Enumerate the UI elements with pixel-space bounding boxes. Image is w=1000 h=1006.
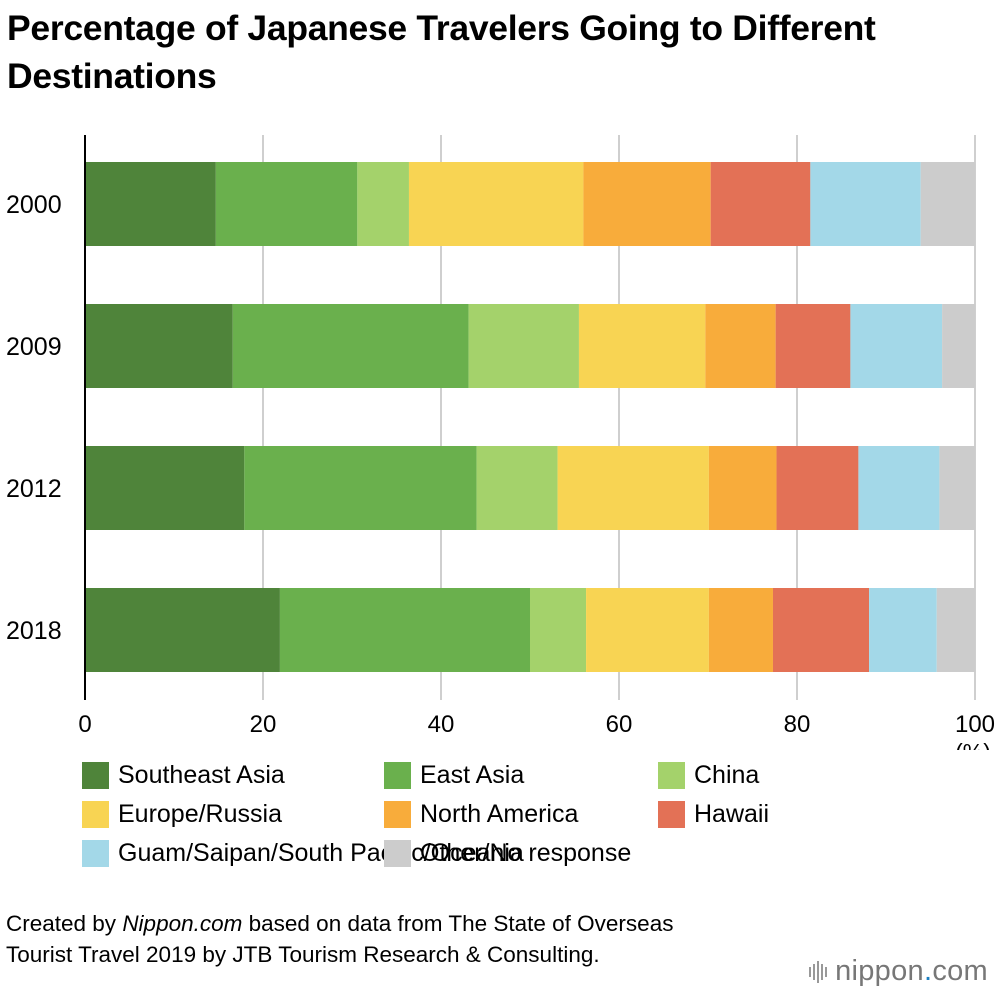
legend-item: Other/No response: [384, 838, 631, 868]
legend-item: North America: [384, 799, 578, 829]
bar-segment: [776, 446, 859, 530]
bar-segment: [708, 446, 777, 530]
brand-dot: .: [923, 955, 933, 987]
y-category-label: 2018: [6, 617, 62, 645]
legend-swatch: [82, 761, 109, 789]
x-tick-label: 20: [250, 711, 277, 738]
legend: Southeast Asia East Asia China Europe/Russi…: [82, 760, 982, 880]
bar-segment: [920, 162, 975, 246]
bar-segment: [936, 588, 975, 672]
bar-segment: [232, 304, 469, 388]
legend-label: East Asia: [420, 761, 525, 789]
legend-label: Southeast Asia: [118, 761, 285, 789]
sound-bars-icon: [809, 960, 829, 983]
bar-segment: [530, 588, 587, 672]
source-suffix: based on data from The State of Overseas…: [6, 911, 674, 967]
bar-segment: [810, 162, 921, 246]
bar-segment: [476, 446, 558, 530]
bar-segment: [586, 588, 709, 672]
y-category-label: 2009: [6, 333, 62, 361]
legend-item: Europe/Russia: [82, 799, 282, 829]
x-tick-label: 100: [955, 711, 995, 738]
bar-segment: [85, 304, 233, 388]
bar-segment: [279, 588, 530, 672]
legend-item: Hawaii: [658, 799, 769, 829]
legend-swatch: [82, 839, 109, 867]
legend-swatch: [384, 800, 411, 828]
legend-item: Southeast Asia: [82, 760, 285, 790]
legend-swatch: [658, 800, 685, 828]
bar-segment: [705, 304, 776, 388]
bar-segment: [215, 162, 358, 246]
legend-label: Europe/Russia: [118, 800, 282, 828]
brand-name: nippon: [835, 955, 924, 987]
legend-label: North America: [420, 800, 579, 828]
bar-segment: [85, 588, 280, 672]
bar-segment: [708, 588, 773, 672]
chart-title: Percentage of Japanese Travelers Going t…: [7, 8, 876, 96]
legend-label: China: [694, 761, 760, 789]
bars: [85, 162, 975, 672]
legend-swatch: [384, 839, 411, 867]
bar-segment: [244, 446, 477, 530]
bar-segment: [869, 588, 937, 672]
bar-segment: [85, 446, 245, 530]
stacked-bar-chart: 0 20 40 60 80 100(%) 2000 2009 2012 2018: [6, 135, 995, 750]
legend-item: China: [658, 760, 759, 790]
bar-segment: [583, 162, 711, 246]
bar-segment: [710, 162, 811, 246]
x-tick-label: 0: [78, 711, 91, 738]
x-tick-label: 60: [606, 711, 633, 738]
legend-label: Hawaii: [694, 800, 770, 828]
y-category-label: 2000: [6, 191, 62, 219]
bar-segment: [578, 304, 706, 388]
legend-swatch: [82, 800, 109, 828]
bar-segment: [557, 446, 709, 530]
legend-swatch: [384, 761, 411, 789]
axes: 0 20 40 60 80 100(%) 2000 2009 2012 2018: [6, 135, 995, 750]
legend-label: Guam/Saipan/South Pacific/Oceania: [118, 839, 524, 867]
bar-segment: [85, 162, 216, 246]
x-unit-label: (%): [955, 739, 991, 750]
legend-label: Other/No response: [420, 839, 632, 867]
nippon-logo: nippon. com: [809, 955, 988, 988]
bar-segment: [850, 304, 943, 388]
bar-segment: [942, 304, 975, 388]
x-tick-label: 40: [428, 711, 455, 738]
brand-tld: com: [932, 955, 988, 987]
legend-item: Guam/Saipan/South Pacific/Oceania: [82, 838, 524, 868]
source-note: Created by Nippon.com based on data from…: [6, 909, 726, 970]
bar-segment: [939, 446, 975, 530]
x-tick-label: 80: [784, 711, 811, 738]
bar-segment: [775, 304, 851, 388]
bar-segment: [858, 446, 940, 530]
bar-segment: [408, 162, 584, 246]
source-site: Nippon.com: [122, 911, 243, 936]
source-prefix: Created by: [6, 911, 123, 936]
legend-swatch: [658, 761, 685, 789]
bar-segment: [468, 304, 579, 388]
legend-item: East Asia: [384, 760, 524, 790]
bar-segment: [357, 162, 409, 246]
y-category-label: 2012: [6, 475, 62, 503]
bar-segment: [772, 588, 870, 672]
